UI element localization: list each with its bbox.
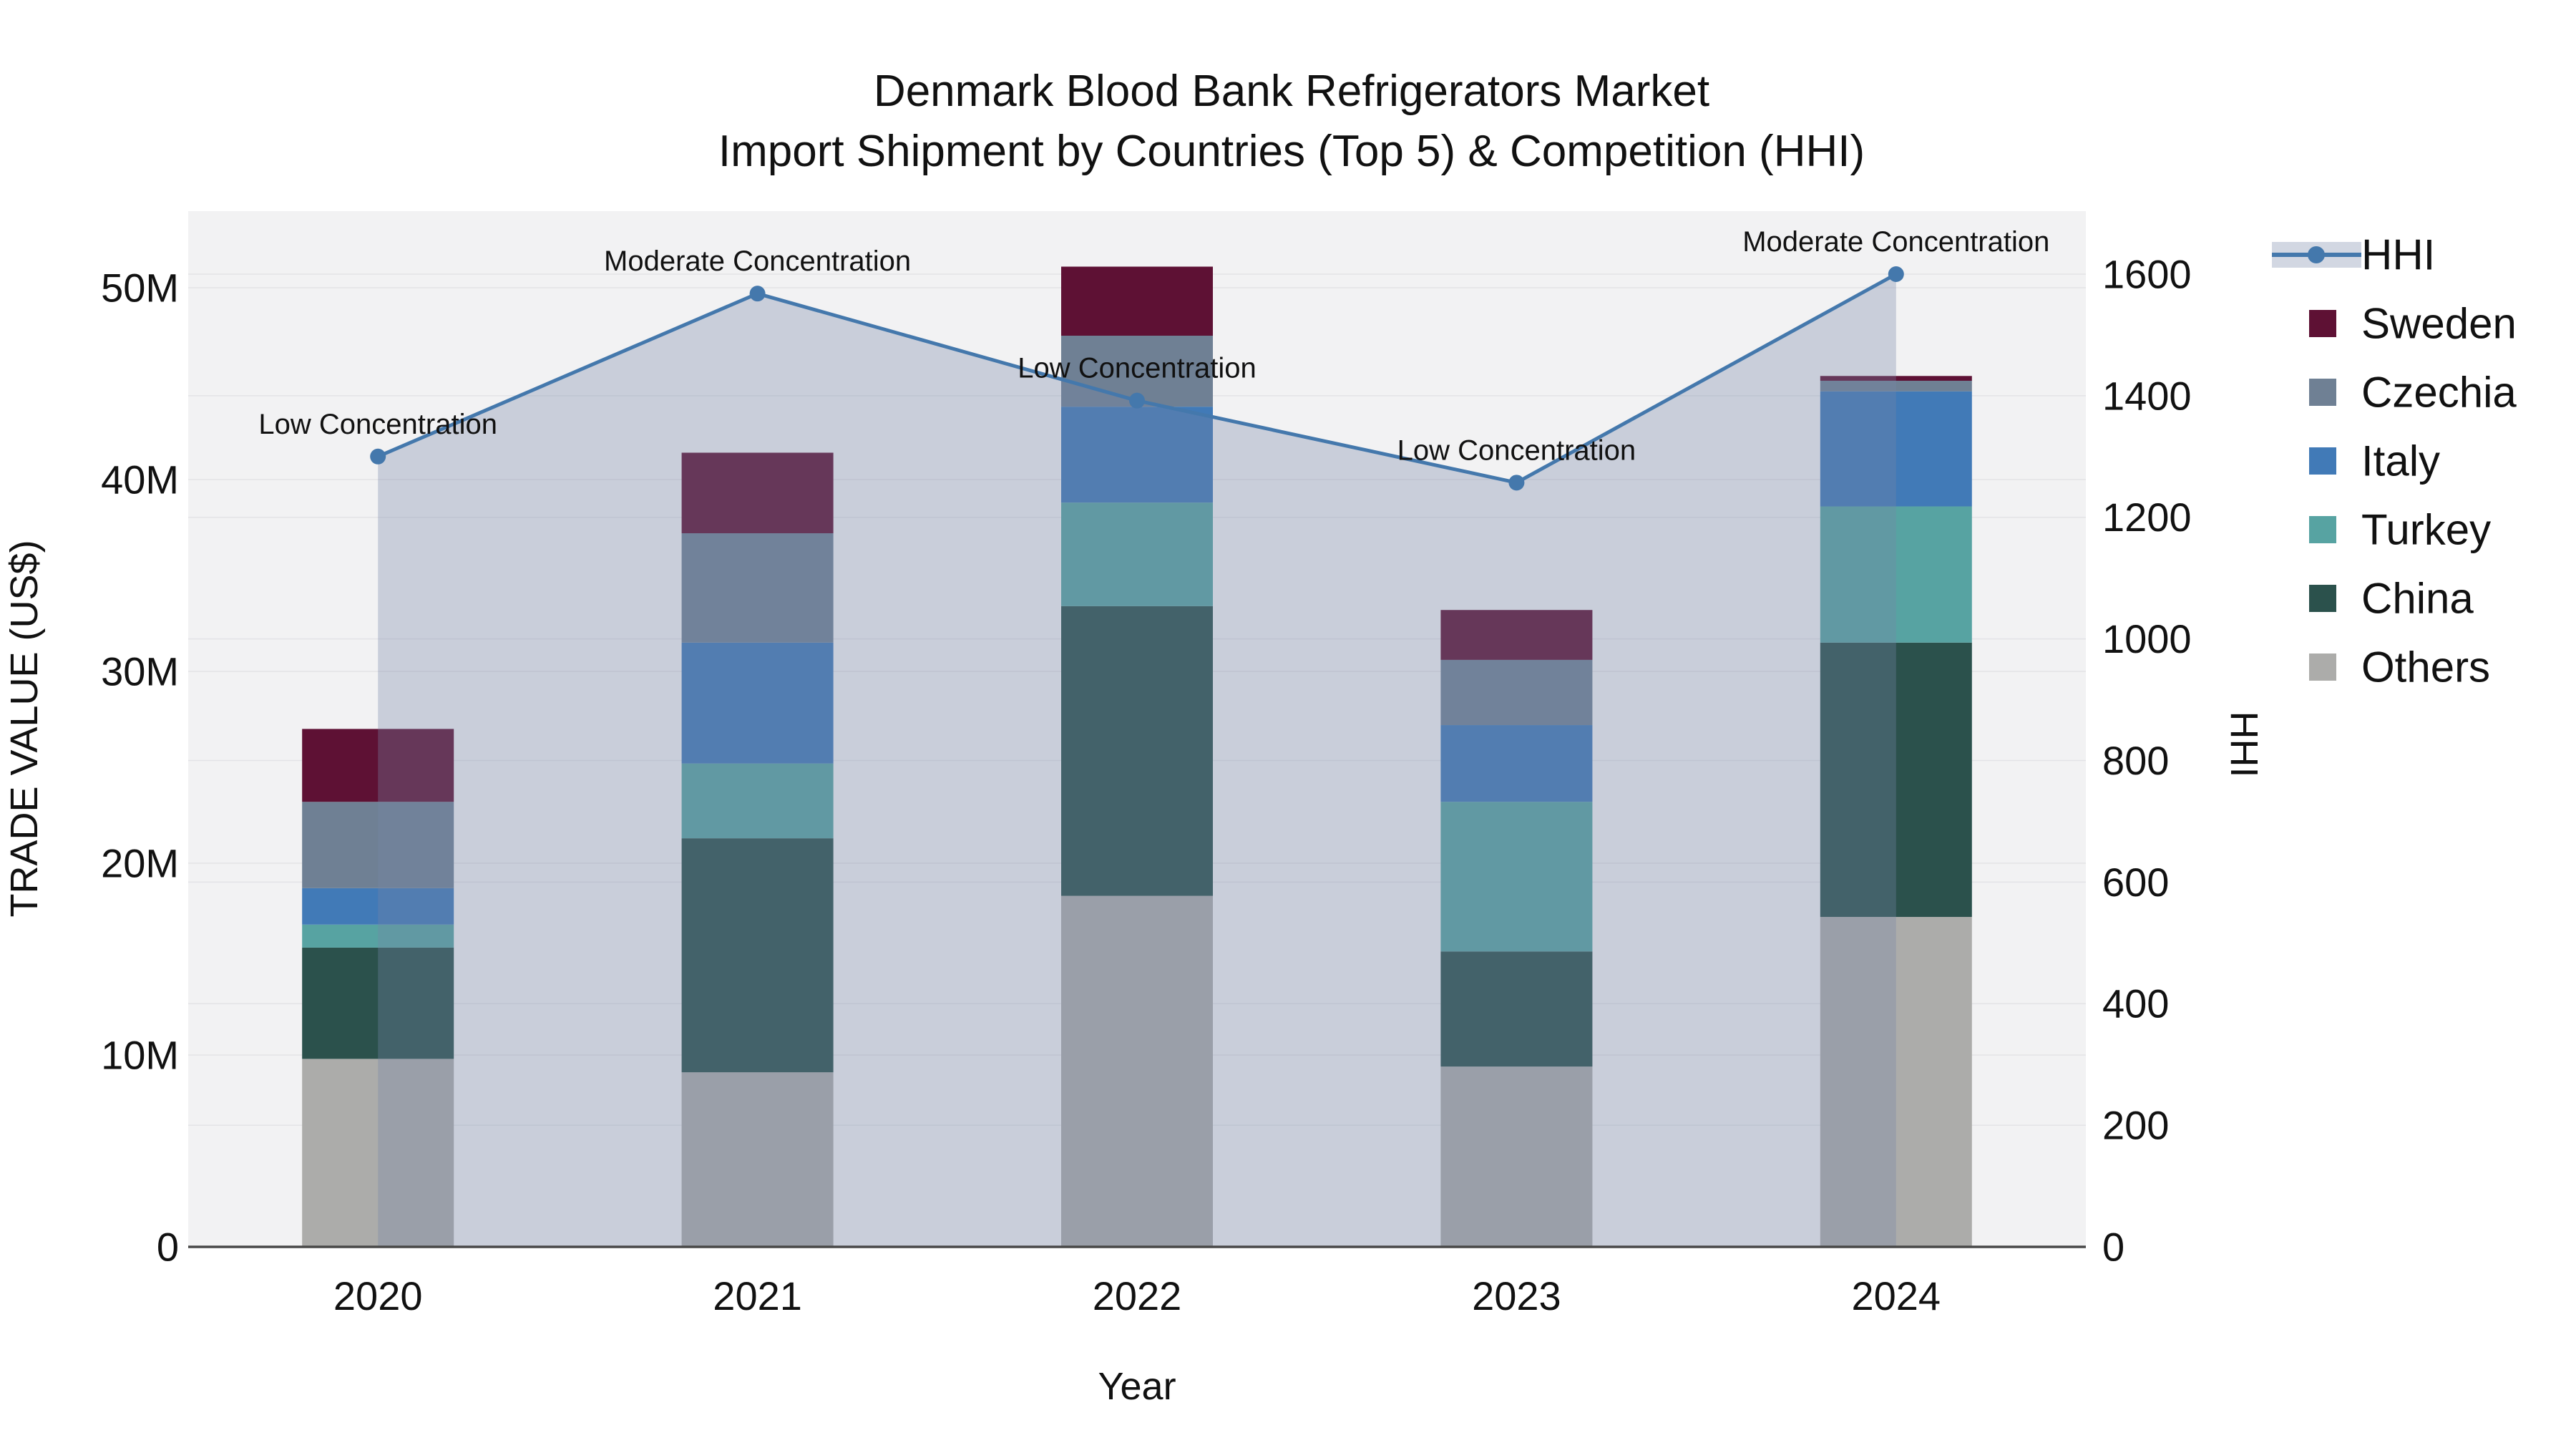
annotation-2020: Low Concentration [258,409,497,440]
y-left-tick-50M: 50M [101,266,179,311]
legend-swatch-italy [2309,447,2336,475]
hhi-marker-2024[interactable] [1888,266,1904,282]
legend-label-czechia: Czechia [2361,369,2517,417]
legend-swatch-sweden [2309,310,2336,337]
legend-label-turkey: Turkey [2361,506,2491,554]
y-left-tick-10M: 10M [101,1033,179,1078]
hhi-area-fill [378,274,1896,1247]
y-right-tick-1000: 1000 [2102,616,2192,661]
hhi-marker-2021[interactable] [750,286,766,301]
legend-item-hhi[interactable]: HHI [2272,231,2435,279]
chart-title-line2: Import Shipment by Countries (Top 5) & C… [718,127,1865,176]
x-tick-2021: 2021 [713,1273,802,1318]
legend-item-turkey[interactable]: Turkey [2309,506,2491,554]
y-left-axis-title: TRADE VALUE (US$) [3,540,46,917]
legend-label-hhi: HHI [2361,231,2435,279]
y-right-tick-200: 200 [2102,1103,2169,1148]
y-left-tick-0: 0 [157,1225,179,1270]
annotation-2024: Moderate Concentration [1742,226,2049,258]
x-tick-2024: 2024 [1852,1273,1941,1318]
legend-item-others[interactable]: Others [2309,643,2490,691]
legend-label-china: China [2361,575,2474,623]
hhi-marker-2020[interactable] [370,449,386,465]
legend-label-others: Others [2361,643,2490,691]
legend-item-sweden[interactable]: Sweden [2309,300,2517,348]
y-right-tick-0: 0 [2102,1225,2124,1270]
hhi-marker-2022[interactable] [1129,393,1145,409]
hhi-marker-2023[interactable] [1508,475,1524,490]
annotation-2022: Low Concentration [1018,353,1257,384]
legend-item-china[interactable]: China [2309,575,2474,623]
legend-swatch-china [2309,585,2336,612]
y-right-axis-title: HHI [2223,711,2265,778]
annotation-2021: Moderate Concentration [604,246,911,277]
y-left-tick-40M: 40M [101,457,179,502]
y-right-tick-1600: 1600 [2102,251,2192,296]
legend-item-italy[interactable]: Italy [2309,437,2440,485]
legend-label-sweden: Sweden [2361,300,2517,348]
x-tick-2020: 2020 [333,1273,423,1318]
y-left-tick-30M: 30M [101,649,179,694]
y-right-tick-1200: 1200 [2102,495,2192,540]
y-left-tick-20M: 20M [101,841,179,886]
legend-item-czechia[interactable]: Czechia [2309,369,2517,417]
legend-swatch-turkey [2309,516,2336,543]
legend-swatch-others [2309,653,2336,681]
legend-label-italy: Italy [2361,437,2440,485]
y-right-tick-1400: 1400 [2102,373,2192,418]
chart-title-line1: Denmark Blood Bank Refrigerators Market [874,67,1709,116]
x-tick-2023: 2023 [1472,1273,1561,1318]
legend: HHI Sweden Czechia Italy Turkey China Others [2272,231,2517,691]
y-right-tick-800: 800 [2102,738,2169,783]
x-axis-title: Year [1098,1365,1176,1408]
y-right-tick-400: 400 [2102,981,2169,1026]
x-tick-2022: 2022 [1093,1273,1182,1318]
bar-segment-2022-sweden[interactable] [1061,267,1213,336]
annotation-2023: Low Concentration [1397,434,1636,466]
legend-swatch-czechia [2309,379,2336,406]
hhi-area-layer [378,274,1896,1247]
y-right-tick-600: 600 [2102,860,2169,905]
legend-hhi-marker-icon [2308,246,2325,263]
